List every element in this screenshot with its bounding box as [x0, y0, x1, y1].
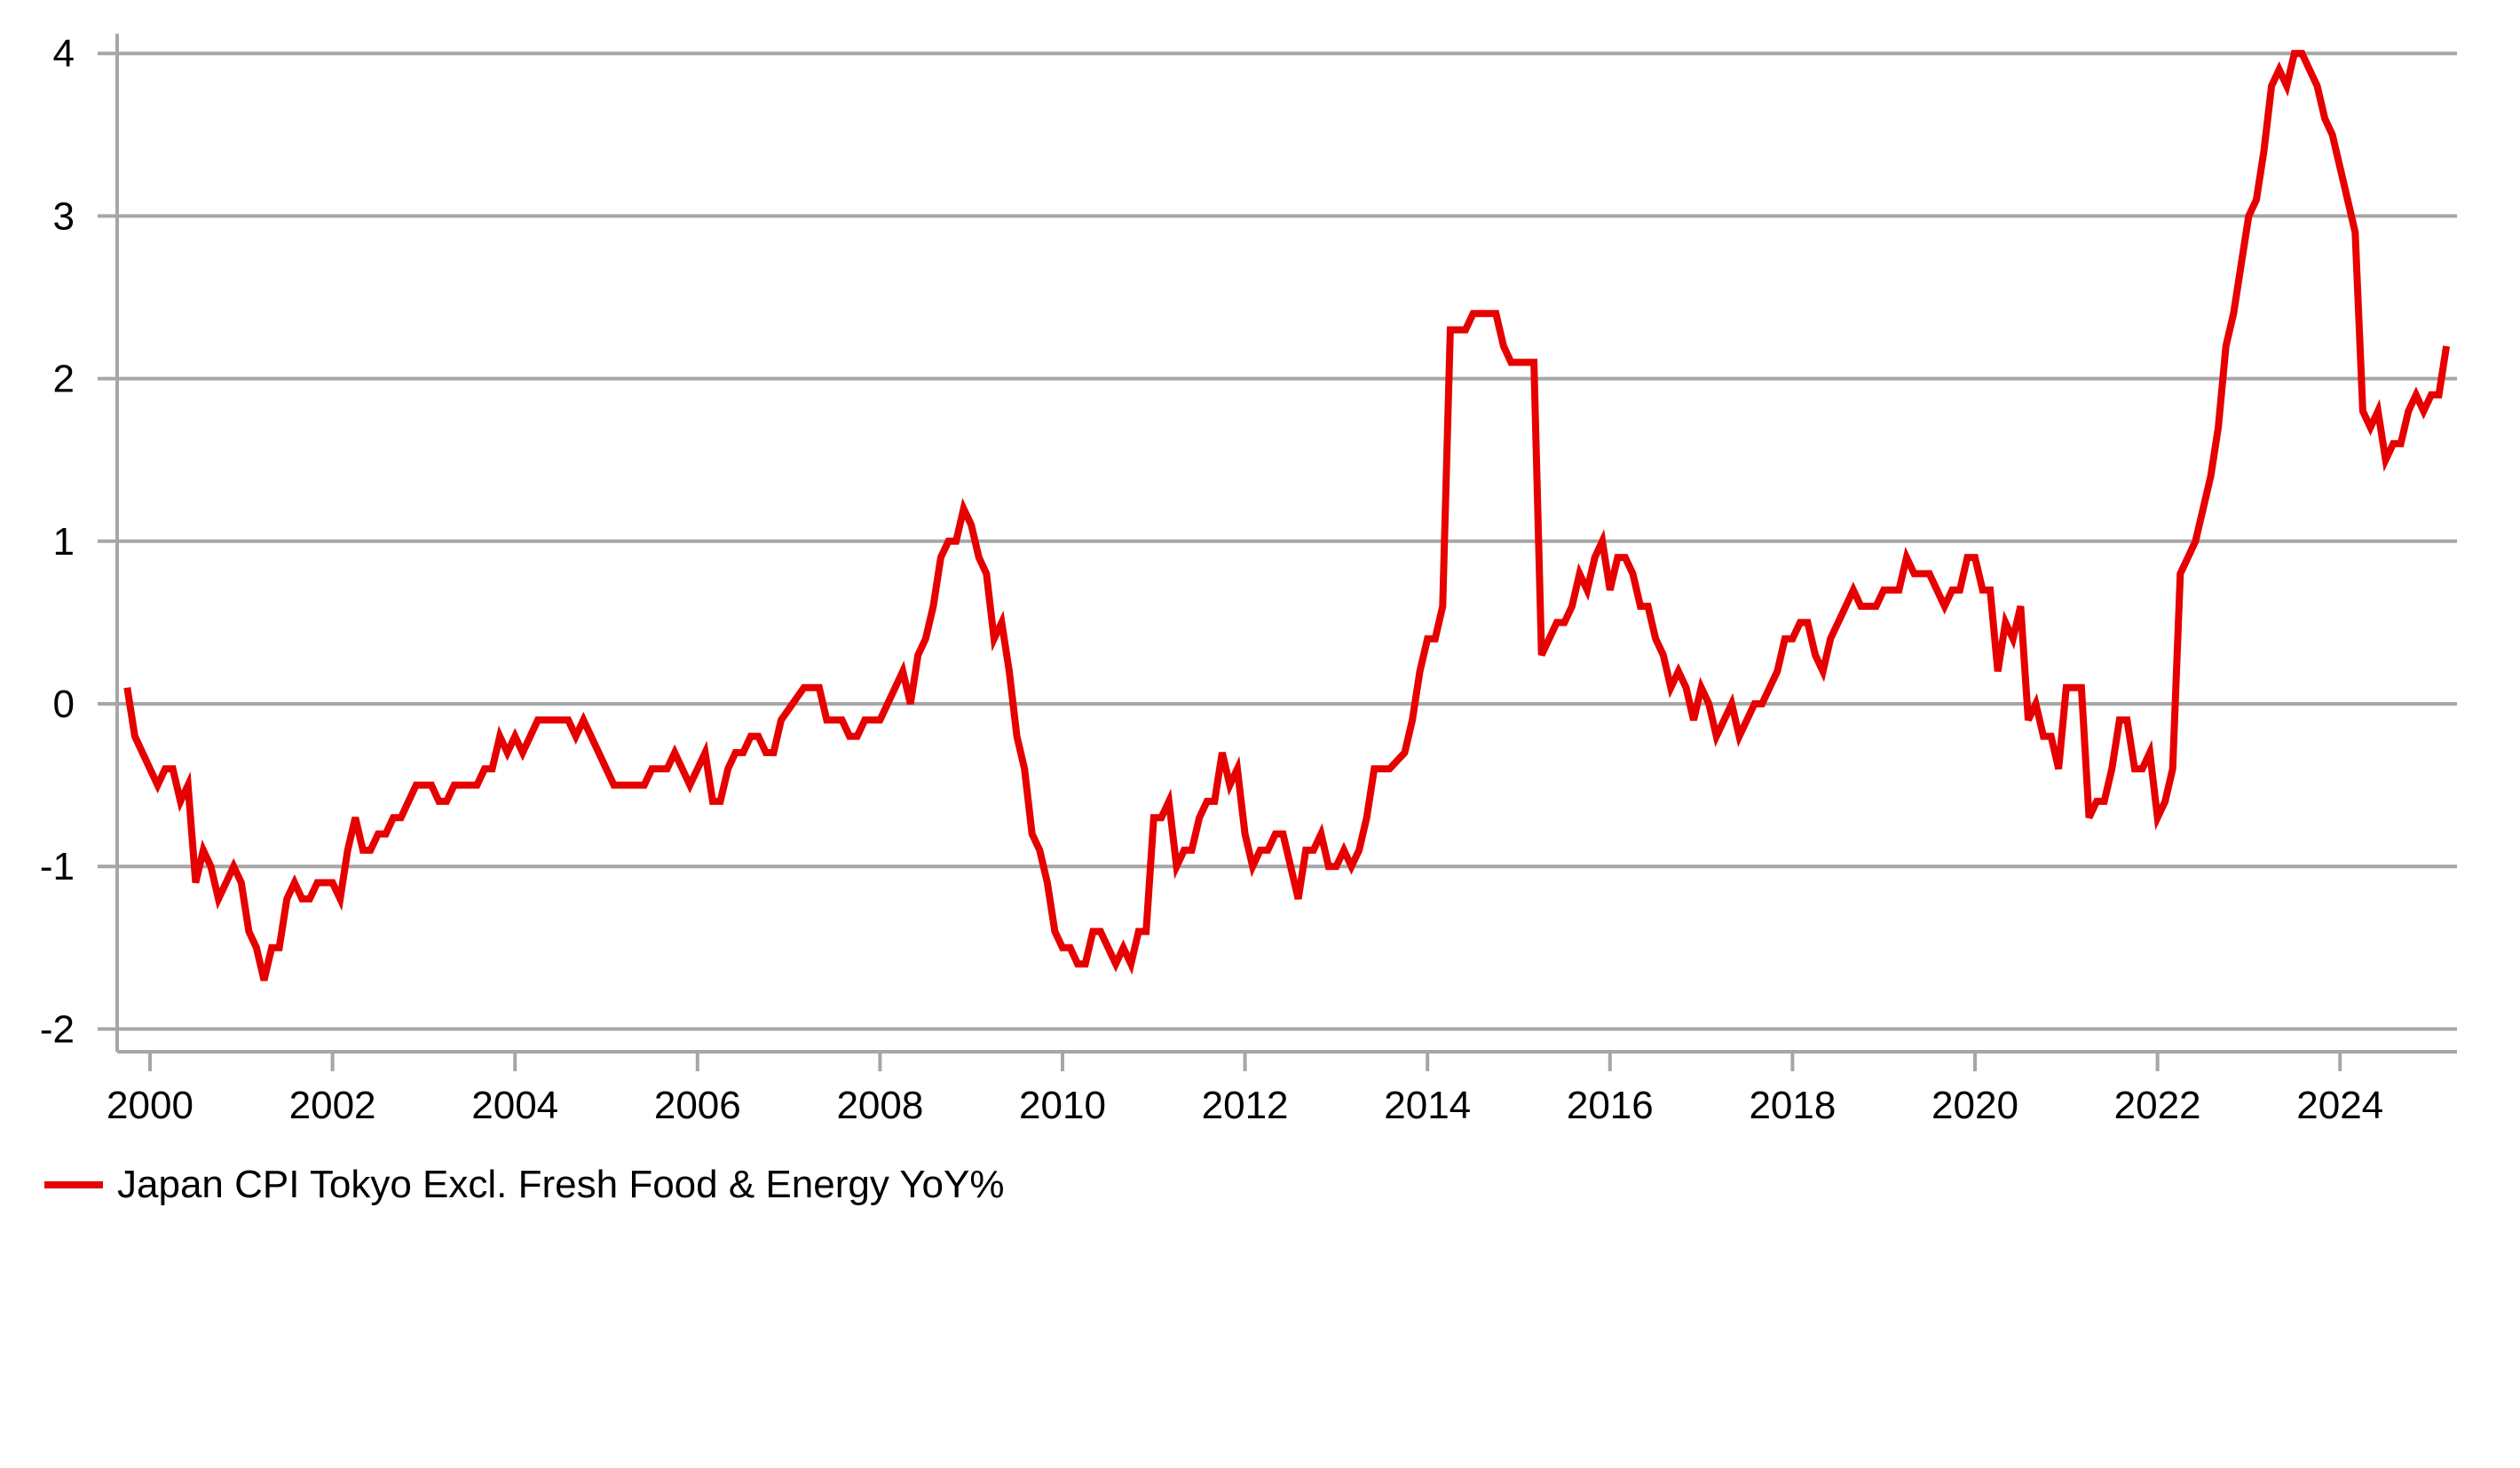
y-tick-label: -1	[40, 845, 75, 888]
x-tick-label: 2014	[1384, 1084, 1471, 1127]
legend-label: Japan CPI Tokyo Excl. Fresh Food & Energ…	[117, 1163, 1005, 1206]
legend-swatch	[44, 1181, 103, 1188]
y-tick-labels: 4 3 2 1 0 -1 -2	[40, 32, 75, 1051]
x-tick-label: 2000	[107, 1084, 194, 1127]
x-tick-label: 2018	[1749, 1084, 1836, 1127]
legend: Japan CPI Tokyo Excl. Fresh Food & Energ…	[44, 1163, 1005, 1207]
y-tick-label: 4	[53, 32, 75, 75]
x-tick-label: 2024	[2296, 1084, 2383, 1127]
x-tick-label: 2002	[289, 1084, 376, 1127]
x-tick-label: 2010	[1019, 1084, 1106, 1127]
y-tick-label: 2	[53, 358, 75, 401]
x-tick-label: 2008	[836, 1084, 923, 1127]
x-tick-label: 2004	[471, 1084, 558, 1127]
x-tick-label: 2006	[654, 1084, 741, 1127]
y-tick-label: 1	[53, 520, 75, 564]
y-tick-label: 3	[53, 194, 75, 238]
x-tick-label: 2022	[2114, 1084, 2201, 1127]
gridlines	[98, 51, 2457, 1031]
series-line	[123, 50, 2451, 982]
x-tick-labels: 2000 2002 2004 2006 2008 2010 2012 2014 2016 2018…	[107, 1084, 2383, 1127]
x-tick-label: 2020	[1931, 1084, 2018, 1127]
axes	[115, 34, 2457, 1071]
x-tick-label: 2016	[1567, 1084, 1654, 1127]
series-layer	[123, 50, 2451, 982]
y-tick-label: -2	[40, 1007, 75, 1051]
y-tick-label: 0	[53, 683, 75, 726]
x-tick-label: 2012	[1202, 1084, 1289, 1127]
